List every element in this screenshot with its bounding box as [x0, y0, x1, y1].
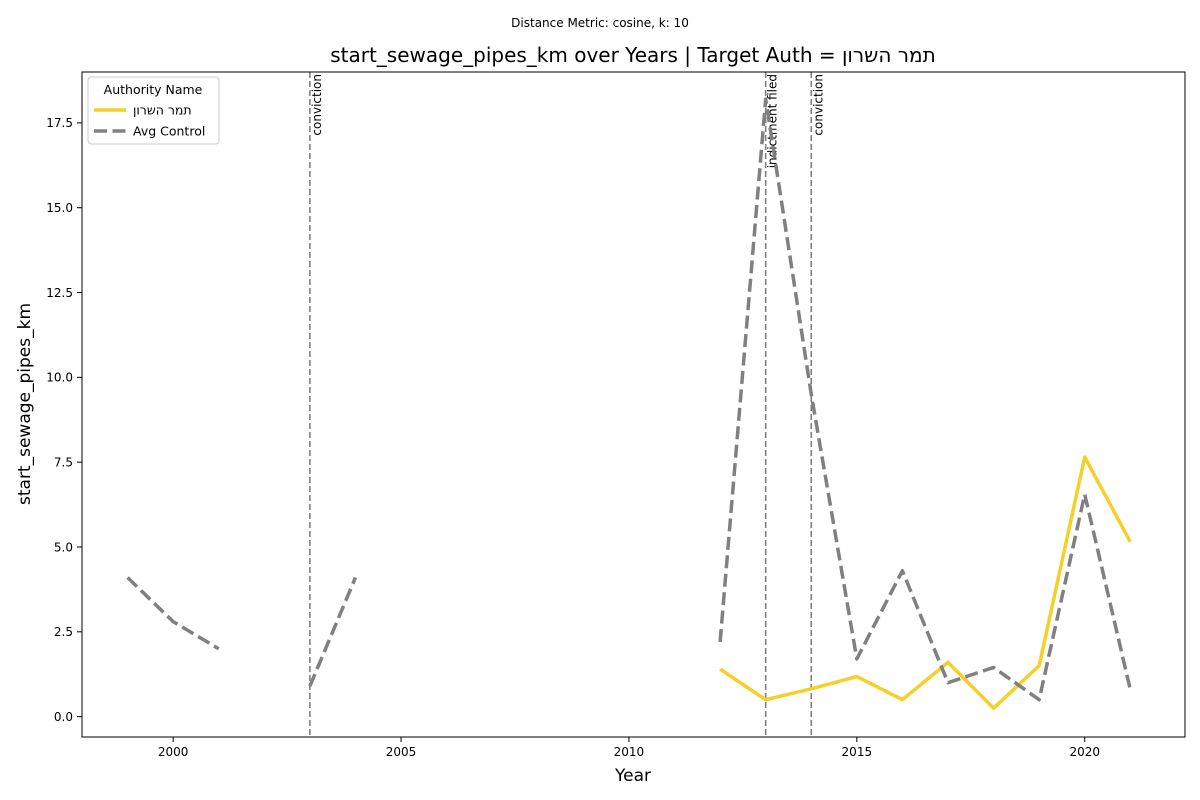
y-tick-label: 17.5	[46, 116, 73, 130]
event-markers: conviction indictment filed conviction	[309, 72, 825, 737]
legend-label-control: Avg Control	[133, 124, 205, 139]
x-tick-label: 2015	[842, 745, 873, 759]
series-lines	[126, 97, 1133, 710]
legend-frame	[87, 76, 220, 145]
x-tick-label: 2000	[158, 745, 189, 759]
legend: Authority Name תמר השרון Avg Control	[87, 76, 220, 145]
plot-frame	[81, 71, 1186, 738]
x-tick-label: 2005	[386, 745, 417, 759]
legend-label-target: תמר השרון	[133, 103, 192, 118]
event-label: conviction	[811, 74, 825, 136]
y-tick-label: 10.0	[46, 371, 73, 385]
y-tick-label: 0.0	[54, 710, 73, 724]
y-tick-label: 7.5	[54, 455, 73, 469]
series-line-control	[718, 97, 1133, 702]
y-tick-label: 5.0	[54, 540, 73, 554]
chart-title: start_sewage_pipes_km over Years | Targe…	[330, 43, 936, 67]
chart-suptitle: Distance Metric: cosine, k: 10	[511, 16, 689, 30]
event-label: conviction	[310, 74, 324, 136]
x-axis-ticks: 2000 2005 2010 2015 2020	[158, 737, 1100, 759]
y-tick-label: 15.0	[46, 201, 73, 215]
y-tick-label: 2.5	[54, 625, 73, 639]
event-label: indictment filed	[766, 74, 780, 168]
x-axis-label: Year	[614, 766, 651, 786]
series-line-control	[126, 576, 220, 651]
y-axis-ticks: 0.0 2.5 5.0 7.5 10.0 12.5 15.0 17.5	[46, 116, 82, 724]
x-tick-label: 2020	[1069, 745, 1100, 759]
y-axis-label: start_sewage_pipes_km	[15, 303, 35, 505]
series-line-control	[308, 576, 358, 687]
legend-title: Authority Name	[104, 82, 203, 97]
x-tick-label: 2010	[614, 745, 645, 759]
y-tick-label: 12.5	[46, 286, 73, 300]
series-line-target	[719, 455, 1132, 710]
